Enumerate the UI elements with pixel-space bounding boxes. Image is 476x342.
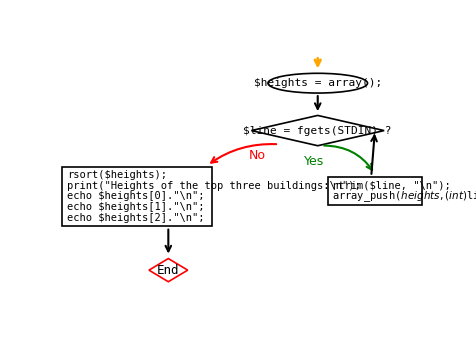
Polygon shape xyxy=(251,116,384,146)
FancyBboxPatch shape xyxy=(328,177,422,205)
Text: $heights = array();: $heights = array(); xyxy=(254,78,382,88)
Text: $line = fgets(STDIN) ?: $line = fgets(STDIN) ? xyxy=(244,126,392,135)
Text: print("Heights of the top three buildings:\n");: print("Heights of the top three building… xyxy=(67,181,360,190)
Polygon shape xyxy=(149,259,188,282)
Text: echo $heights[2]."\n";: echo $heights[2]."\n"; xyxy=(67,213,204,223)
Text: End: End xyxy=(157,264,179,277)
Text: echo $heights[0]."\n";: echo $heights[0]."\n"; xyxy=(67,192,204,201)
Text: Yes: Yes xyxy=(304,155,324,168)
Ellipse shape xyxy=(268,73,367,93)
Text: array_push($heights, (int)$line);: array_push($heights, (int)$line); xyxy=(332,189,476,204)
FancyBboxPatch shape xyxy=(62,167,212,226)
Text: No: No xyxy=(248,149,265,162)
Text: rtrim($line, "\n");: rtrim($line, "\n"); xyxy=(332,181,451,190)
Text: rsort($heights);: rsort($heights); xyxy=(67,170,167,180)
Text: echo $heights[1]."\n";: echo $heights[1]."\n"; xyxy=(67,202,204,212)
